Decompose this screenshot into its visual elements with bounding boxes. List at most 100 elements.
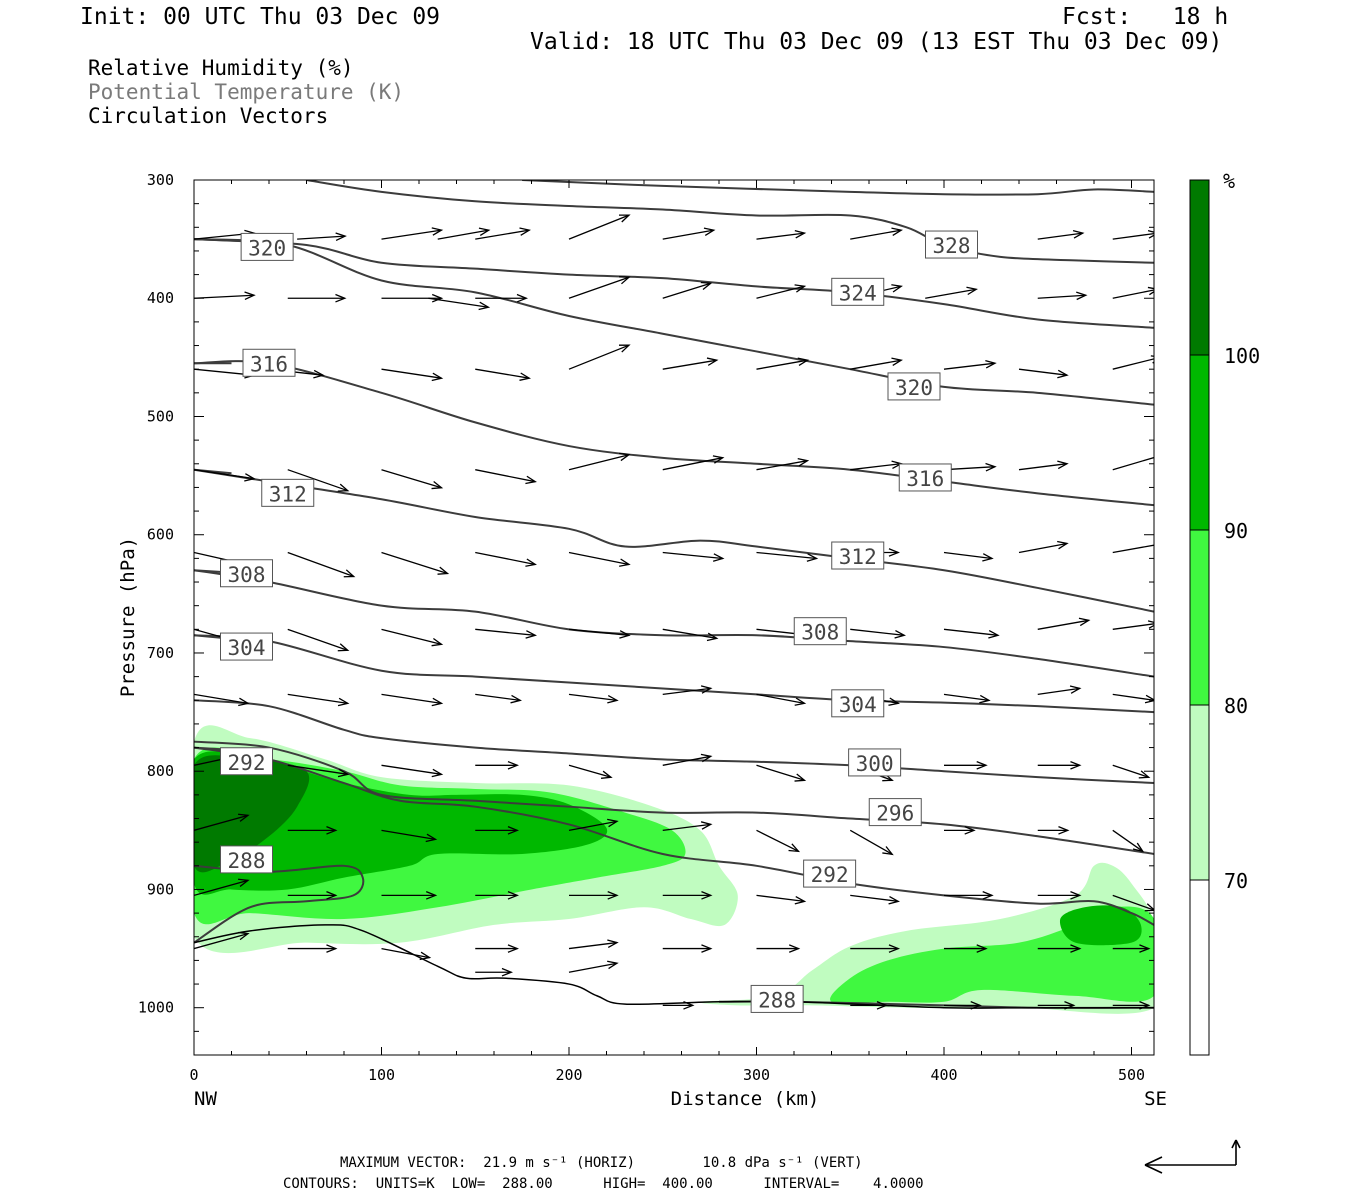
circulation-vector (569, 891, 619, 900)
theta-label: 308 (220, 559, 273, 588)
circulation-vector (475, 293, 529, 303)
y-tick-label: 800 (147, 762, 174, 780)
theta-labels: 328 324 320 320 316 316 312 312 308 308 304 304 300 2… (220, 230, 978, 1013)
circulation-vector (1018, 540, 1069, 554)
circulation-vector (1037, 1001, 1076, 1010)
svg-text:308: 308 (228, 563, 266, 587)
forecast-hour: Fcst: 18 h (1062, 4, 1229, 30)
circulation-vector (1018, 460, 1069, 471)
max-vector-arrow-icon (1144, 1139, 1241, 1174)
circulation-vector (568, 693, 619, 704)
circulation-vector (381, 469, 444, 490)
contours-footer: CONTOURS: UNITS=K LOW= 288.00 HIGH= 400.… (283, 1176, 924, 1192)
y-tick-label: 700 (147, 644, 174, 662)
circulation-vector (1037, 291, 1088, 301)
x-tick-label: 300 (743, 1066, 770, 1084)
circulation-vector (194, 693, 250, 707)
colorbar-tick-label: 70 (1224, 869, 1248, 893)
y-tick-label: 900 (147, 880, 174, 898)
circulation-vector (475, 227, 531, 240)
rh-region-90-5 (1059, 905, 1142, 946)
circulation-vector (849, 829, 894, 856)
svg-text:316: 316 (250, 352, 288, 376)
circulation-vector (943, 359, 997, 370)
circulation-vector (1112, 541, 1154, 554)
theta-label: 296 (868, 798, 922, 827)
circulation-vector (756, 944, 801, 953)
svg-text:292: 292 (811, 863, 849, 887)
svg-text:308: 308 (801, 621, 839, 645)
circulation-vector (475, 967, 514, 977)
x-tick-label: 500 (1118, 1066, 1145, 1084)
init-time: Init: 00 UTC Thu 03 Dec 09 (80, 4, 441, 30)
x-tick-label: 0 (189, 1066, 198, 1084)
svg-text:296: 296 (876, 802, 914, 826)
y-tick-label: 600 (147, 526, 174, 544)
circulation-vector (287, 628, 350, 652)
circulation-vector (944, 826, 976, 835)
terrain-line (194, 924, 1154, 1009)
circulation-vector (943, 693, 991, 704)
x-tick-label: 100 (368, 1066, 395, 1084)
circulation-vector (287, 826, 338, 835)
circulation-vector (381, 947, 432, 961)
circulation-vector (1037, 944, 1082, 953)
circulation-vector (756, 551, 819, 562)
circulation-vector (475, 826, 520, 835)
plot-frame (193, 179, 1155, 1056)
theta-contour-9 (194, 569, 1154, 678)
theta-contour-1 (522, 180, 1154, 196)
axes: 0 100 200 300 400 500 300 400 500 600 700 800 900 100… (138, 171, 1154, 1084)
x-end-label-nw: NW (194, 1088, 217, 1110)
colorbar: 70 80 90 100 (1189, 179, 1260, 1056)
svg-text:292: 292 (228, 751, 266, 775)
circulation-vector (662, 357, 719, 370)
circulation-vector (1112, 286, 1154, 299)
circulation-vector (1037, 760, 1082, 770)
circulation-vector (944, 944, 988, 953)
circulation-vector (1112, 1001, 1151, 1010)
theta-contour-11 (194, 634, 1154, 714)
circulation-vector (1112, 620, 1154, 630)
circulation-vector (1037, 617, 1091, 630)
circulation-vector (568, 628, 631, 639)
circulation-vector (475, 693, 522, 704)
theta-contour-3 (194, 238, 1154, 406)
circulation-vector (662, 227, 716, 240)
circulation-vector (568, 214, 631, 240)
circulation-vector (475, 891, 520, 900)
circulation-vector (943, 628, 1000, 639)
colorbar-segment (1190, 355, 1209, 530)
theta-contour-5 (194, 360, 1154, 507)
legend-relative-humidity: Relative Humidity (%) (88, 56, 354, 80)
circulation-vector (428, 297, 491, 311)
circulation-vector (850, 894, 900, 905)
theta-label: 304 (831, 689, 885, 718)
circulation-vector (475, 760, 520, 770)
theta-contour-2 (194, 238, 1154, 329)
svg-text:328: 328 (933, 234, 971, 258)
circulation-vector (287, 469, 350, 492)
circulation-vector (850, 460, 903, 471)
circulation-vector (287, 891, 338, 900)
circulation-vector (1037, 685, 1082, 696)
y-tick-label: 500 (147, 407, 174, 425)
svg-text:304: 304 (228, 636, 266, 660)
theta-contour-15 (194, 746, 1154, 926)
circulation-vector (850, 1001, 889, 1010)
circulation-vector (1037, 826, 1070, 835)
circulation-vector (662, 455, 725, 471)
circulation-vector (568, 344, 631, 370)
rh-region-100-6 (194, 755, 310, 873)
circulation-vectors (194, 214, 1154, 1010)
circulation-vector (1037, 230, 1085, 240)
svg-text:312: 312 (269, 482, 307, 506)
circulation-vector (568, 276, 631, 299)
colorbar-tick-label: 80 (1224, 694, 1248, 718)
svg-text:304: 304 (839, 693, 877, 717)
theta-label: 320 (240, 232, 294, 261)
legend-circulation-vectors: Circulation Vectors (88, 104, 329, 128)
circulation-vector (756, 458, 810, 471)
svg-text:288: 288 (228, 849, 266, 873)
theta-label: 312 (261, 478, 315, 507)
